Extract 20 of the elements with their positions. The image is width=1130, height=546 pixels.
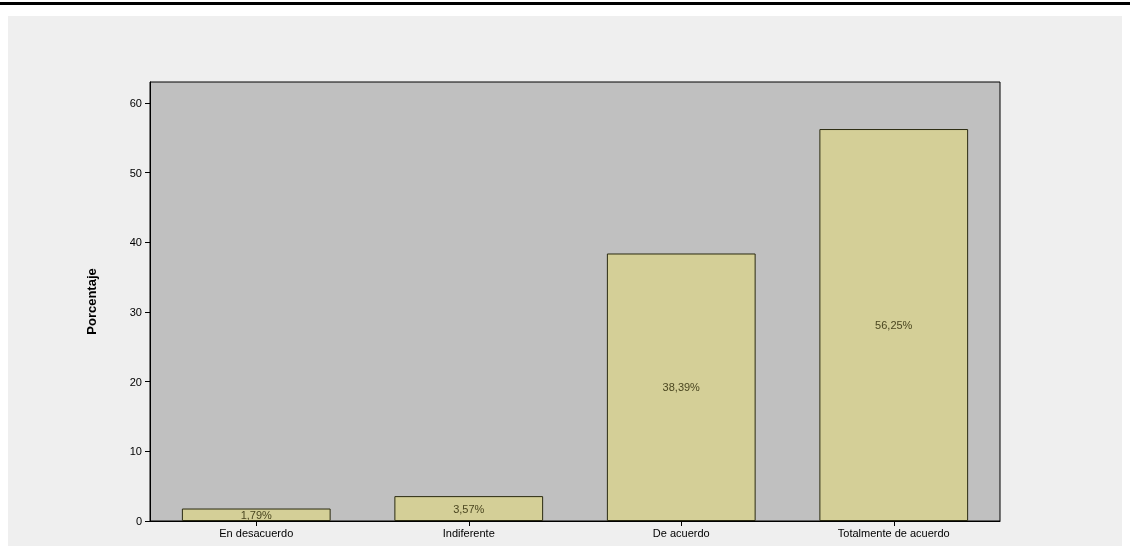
y-tick-label: 40 <box>129 236 142 249</box>
y-tick-label: 60 <box>129 96 142 109</box>
x-tick-label: En desacuerdo <box>219 526 294 539</box>
y-tick-label: 0 <box>135 515 142 527</box>
data-label: 56,25% <box>875 319 913 332</box>
bar <box>181 508 331 521</box>
y-tick-label: 20 <box>129 375 142 388</box>
data-label: 3,57% <box>453 502 485 515</box>
x-tick-label: Indiferente <box>442 526 495 539</box>
y-axis-title: Porcentaje <box>84 268 99 335</box>
x-tick-label: De acuerdo <box>652 526 710 539</box>
y-tick-label: 50 <box>129 166 142 179</box>
bar <box>819 129 969 521</box>
y-tick-label: 30 <box>129 305 142 318</box>
data-label: 38,39% <box>662 381 701 394</box>
bar <box>394 496 544 521</box>
y-tick-label: 10 <box>129 445 142 458</box>
x-tick-label: Totalmente de acuerdo <box>837 526 950 539</box>
bar <box>606 253 756 521</box>
data-label: 1,79% <box>240 508 273 521</box>
